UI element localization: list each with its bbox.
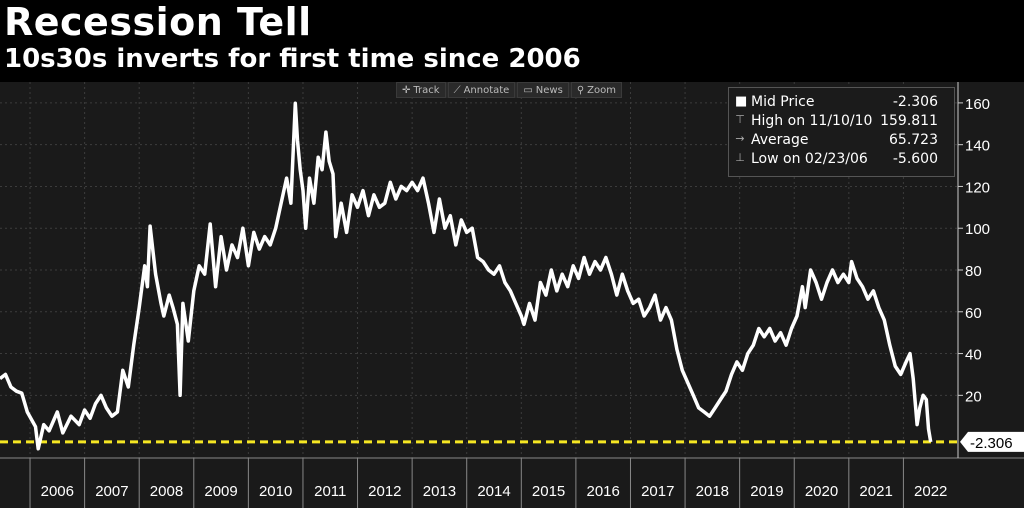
y-tick-label: 20 bbox=[965, 388, 982, 405]
x-tick-label: 2006 bbox=[41, 483, 74, 500]
x-tick-label: 2022 bbox=[914, 483, 947, 500]
y-tick-label: 60 bbox=[965, 305, 982, 322]
x-tick-label: 2007 bbox=[95, 483, 128, 500]
x-tick-label: 2018 bbox=[696, 483, 729, 500]
news-button[interactable]: ▭ News bbox=[517, 82, 569, 98]
x-tick-label: 2009 bbox=[204, 483, 237, 500]
x-tick-label: 2017 bbox=[641, 483, 674, 500]
x-tick-label: 2021 bbox=[859, 483, 892, 500]
x-tick-label: 2016 bbox=[586, 483, 619, 500]
zoom-button[interactable]: ⚲ Zoom bbox=[570, 82, 622, 98]
high-marker-icon: ⊤ bbox=[735, 113, 745, 126]
legend-mid-value: -2.306 bbox=[892, 94, 938, 110]
legend-high-label: High on 11/10/10 bbox=[751, 113, 873, 129]
chart-subtitle: 10s30s inverts for first time since 2006 bbox=[4, 44, 581, 74]
pen-icon: ⟋ bbox=[453, 84, 461, 96]
x-tick-label: 2015 bbox=[532, 483, 565, 500]
legend-average-label: Average bbox=[751, 132, 809, 148]
news-icon: ▭ bbox=[523, 84, 533, 96]
news-label: News bbox=[535, 84, 563, 96]
x-tick-label: 2012 bbox=[368, 483, 401, 500]
legend-row-low: ⊥ Low on 02/23/06 -5.600 bbox=[735, 151, 948, 169]
chart-title: Recession Tell bbox=[4, 0, 312, 44]
x-tick-label: 2020 bbox=[805, 483, 838, 500]
last-value-marker: -2.306 bbox=[960, 431, 1024, 452]
y-tick-label: 120 bbox=[965, 179, 990, 196]
x-tick-label: 2010 bbox=[259, 483, 292, 500]
y-tick-label: 160 bbox=[965, 96, 990, 113]
legend-low-value: -5.600 bbox=[892, 151, 938, 167]
x-tick-label: 2019 bbox=[750, 483, 783, 500]
y-tick-label: 100 bbox=[965, 221, 990, 238]
chart-legend: ■ Mid Price -2.306 ⊤ High on 11/10/10 15… bbox=[728, 87, 955, 177]
legend-row-mid: ■ Mid Price -2.306 bbox=[735, 94, 948, 112]
legend-mid-label: Mid Price bbox=[751, 94, 815, 110]
last-value-label: -2.306 bbox=[970, 435, 1013, 452]
legend-row-high: ⊤ High on 11/10/10 159.811 bbox=[735, 113, 948, 131]
y-tick-label: 40 bbox=[965, 347, 982, 364]
y-tick-label: 140 bbox=[965, 138, 990, 155]
square-icon: ■ bbox=[735, 94, 748, 109]
magnifier-icon: ⚲ bbox=[576, 84, 585, 96]
annotate-button[interactable]: ⟋ Annotate bbox=[447, 82, 516, 98]
annotate-label: Annotate bbox=[463, 84, 510, 96]
legend-row-average: → Average 65.723 bbox=[735, 132, 948, 150]
series-line-mid-price[interactable] bbox=[0, 101, 933, 451]
low-marker-icon: ⊥ bbox=[735, 151, 745, 164]
track-button[interactable]: ✛ Track bbox=[396, 82, 446, 98]
x-tick-label: 2008 bbox=[150, 483, 183, 500]
x-tick-label: 2011 bbox=[314, 483, 346, 500]
zoom-label: Zoom bbox=[587, 84, 616, 96]
legend-low-label: Low on 02/23/06 bbox=[751, 151, 868, 167]
track-label: Track bbox=[413, 84, 440, 96]
average-marker-icon: → bbox=[735, 132, 745, 145]
crosshair-icon: ✛ bbox=[402, 84, 411, 96]
legend-high-value: 159.811 bbox=[880, 113, 938, 129]
y-tick-label: 80 bbox=[965, 263, 982, 280]
x-tick-label: 2014 bbox=[477, 483, 510, 500]
chart-toolbar: ✛ Track ⟋ Annotate ▭ News ⚲ Zoom bbox=[396, 82, 622, 98]
x-tick-label: 2013 bbox=[423, 483, 456, 500]
legend-average-value: 65.723 bbox=[889, 132, 938, 148]
